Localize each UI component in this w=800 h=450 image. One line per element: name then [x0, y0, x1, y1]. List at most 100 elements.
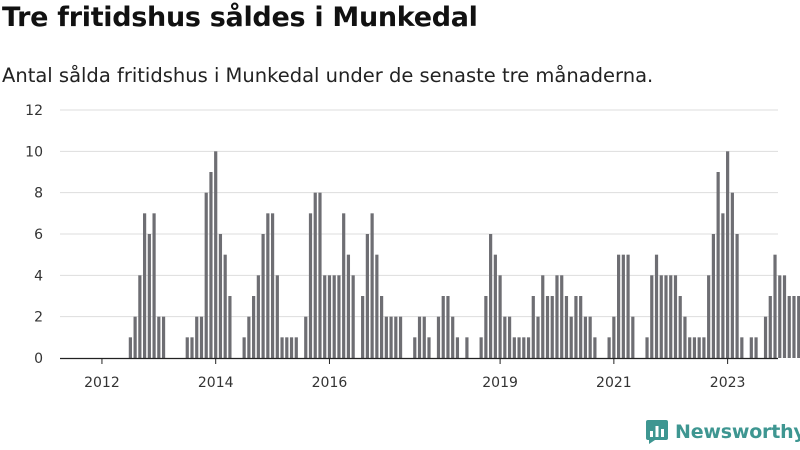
bar [195, 316, 199, 358]
bar [711, 234, 715, 358]
chart-subtitle: Antal sålda fritidshus i Munkedal under … [2, 64, 654, 87]
grid-lines [60, 109, 778, 318]
bar [792, 296, 796, 358]
bar [579, 296, 583, 358]
bar [479, 337, 483, 358]
bar [375, 254, 379, 358]
bar [621, 254, 625, 358]
bar [247, 316, 251, 358]
bar [650, 275, 654, 358]
bar [588, 316, 592, 358]
bar [569, 316, 573, 358]
bar [607, 337, 611, 358]
bar [550, 296, 554, 358]
bar [735, 234, 739, 358]
bar [503, 316, 507, 358]
bar [252, 296, 256, 358]
bar [361, 296, 365, 358]
bar [209, 172, 213, 358]
bar [266, 213, 270, 358]
bar [740, 337, 744, 358]
bar [526, 337, 531, 358]
bar [308, 213, 313, 358]
bar [394, 316, 398, 358]
bar-series [128, 151, 800, 358]
bar [294, 337, 298, 358]
newsworthy-brand[interactable]: Newsworthy [645, 419, 800, 445]
x-tick-label: 2021 [596, 375, 632, 391]
x-tick-label: 2023 [710, 375, 746, 391]
bar [365, 234, 369, 358]
bar [199, 316, 204, 358]
bar [465, 337, 469, 358]
bar [545, 296, 550, 358]
bar [654, 254, 659, 358]
bar [152, 213, 156, 358]
bar [626, 254, 630, 358]
bar [716, 172, 720, 358]
bar [531, 296, 535, 358]
bar [327, 275, 332, 358]
bar [384, 316, 388, 358]
bar [280, 337, 284, 358]
bar [185, 337, 189, 358]
bar [289, 337, 294, 358]
x-tick-label: 2016 [312, 375, 348, 391]
bar [517, 337, 521, 358]
bar [332, 275, 336, 358]
bar [688, 337, 692, 358]
bar [228, 296, 232, 358]
bar [275, 275, 279, 358]
bar [143, 213, 147, 358]
bar [664, 275, 668, 358]
bar [346, 254, 351, 358]
bar [797, 296, 800, 358]
bar [417, 316, 422, 358]
bar [190, 337, 194, 358]
bar [493, 254, 497, 358]
bar [313, 192, 317, 358]
bar [351, 275, 355, 358]
y-tick-label: 12 [25, 103, 43, 119]
bar [489, 234, 493, 358]
bar [754, 337, 758, 358]
bar [683, 316, 687, 358]
y-tick-label: 0 [34, 351, 43, 367]
axes: 02468101232012201420162019202120232025 [25, 103, 778, 391]
bar [692, 337, 697, 358]
newsworthy-logo-icon [646, 420, 668, 444]
bar [304, 316, 308, 358]
bar [157, 316, 161, 358]
bar [337, 275, 341, 358]
bar [370, 213, 374, 358]
bar [536, 316, 540, 358]
bar [673, 275, 678, 358]
bar [214, 151, 218, 358]
bar [133, 316, 137, 358]
bar [218, 234, 223, 358]
bar [484, 296, 488, 358]
bar [617, 254, 621, 358]
bar [773, 254, 777, 358]
bar [422, 316, 426, 358]
bar [147, 234, 151, 358]
bar [256, 275, 260, 358]
bar [323, 275, 327, 358]
bar [522, 337, 526, 358]
bar [612, 316, 616, 358]
x-tick-label: 2019 [482, 375, 518, 391]
x-tick-label: 2014 [198, 375, 234, 391]
bar [763, 316, 768, 358]
bar [678, 296, 682, 358]
bar [631, 316, 635, 358]
bar [726, 151, 730, 358]
bar [583, 316, 588, 358]
bar [380, 296, 384, 358]
bar [498, 275, 502, 358]
bar [223, 254, 227, 358]
bar [768, 296, 772, 358]
y-tick-label: 10 [25, 144, 43, 160]
bar [574, 296, 578, 358]
brand-name: Newsworthy [675, 421, 800, 443]
y-tick-label: 8 [34, 186, 43, 202]
